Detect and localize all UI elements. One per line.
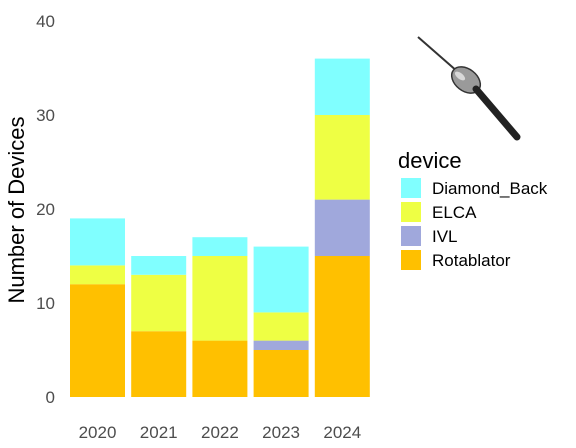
legend: Diamond_Back ELCA IVL Rotablator [401, 178, 548, 270]
y-axis-title: Number of Devices [4, 116, 29, 303]
legend-label: Diamond_Back [432, 179, 548, 198]
bars-layer [70, 58, 370, 397]
x-tick-label: 2023 [262, 423, 300, 442]
bar-ivl-2023 [253, 340, 309, 350]
legend-swatch-diamond-back [401, 178, 421, 198]
x-tick-label: 2022 [201, 423, 239, 442]
y-tick-label: 40 [36, 12, 55, 31]
bar-rotablator-2020 [70, 284, 125, 397]
x-tick-label: 2021 [140, 423, 178, 442]
bar-elca-2022 [192, 256, 248, 341]
bar-diamond-back-2020 [70, 218, 125, 266]
legend-label: IVL [432, 227, 458, 246]
legend-swatch-elca [401, 202, 421, 222]
bar-rotablator-2023 [253, 350, 309, 397]
bar-ivl-2024 [314, 199, 370, 256]
x-tick-label: 2020 [79, 423, 117, 442]
bar-diamond-back-2023 [253, 246, 309, 313]
legend-title: device [398, 148, 462, 173]
y-tick-label: 10 [36, 294, 55, 313]
legend-swatch-ivl [401, 226, 421, 246]
catheter-burr-icon [417, 36, 521, 141]
y-tick-label: 30 [36, 106, 55, 125]
y-axis-ticks: 0 10 20 30 40 [36, 12, 55, 407]
y-tick-label: 0 [46, 388, 55, 407]
bar-elca-2021 [131, 274, 187, 332]
legend-label: ELCA [432, 203, 477, 222]
x-axis-ticks: 2020 2021 2022 2023 2024 [79, 423, 362, 442]
bar-diamond-back-2021 [131, 256, 187, 275]
bar-diamond-back-2024 [314, 58, 370, 115]
y-tick-label: 20 [36, 200, 55, 219]
bar-elca-2020 [70, 265, 125, 285]
bar-diamond-back-2022 [192, 237, 248, 256]
bar-elca-2023 [253, 312, 309, 341]
legend-swatch-rotablator [401, 250, 421, 270]
legend-label: Rotablator [432, 251, 511, 270]
bar-rotablator-2021 [131, 331, 187, 397]
bar-rotablator-2024 [314, 256, 370, 397]
x-tick-label: 2024 [323, 423, 361, 442]
bar-rotablator-2022 [192, 340, 248, 397]
bar-elca-2024 [314, 115, 370, 200]
